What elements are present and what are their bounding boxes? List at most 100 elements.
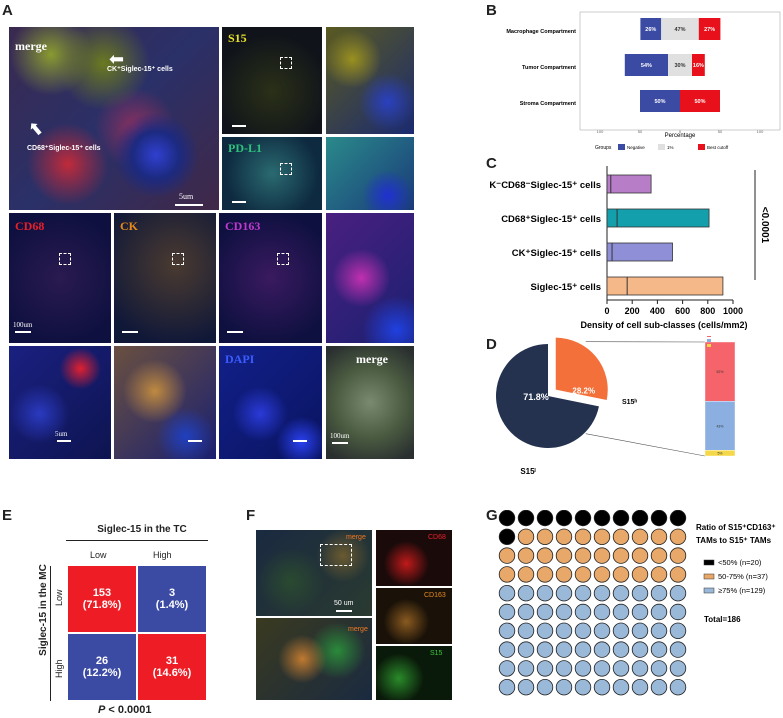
b-bar (624, 54, 668, 76)
g-dot (650, 660, 668, 677)
g-dot (669, 660, 687, 677)
d-legend-swatch (707, 336, 711, 337)
b-legend-swatch (658, 144, 665, 150)
d-connector (585, 433, 706, 457)
b-legend-title: Groups (595, 145, 612, 151)
merge-label: merge (15, 39, 47, 53)
e-pvalue-p: P (98, 704, 106, 716)
d-slice-label: 71.8% (523, 392, 549, 402)
e-cell-pct: (71.8%) (82, 599, 122, 611)
g-dot (593, 678, 611, 696)
c-category-label: CK⁻CD68⁻Siglec-15⁺ cells (490, 180, 601, 191)
e-pvalue-text: < 0.0001 (105, 704, 152, 716)
micro-cd68-zoom: 5um (9, 346, 111, 459)
zoom-box (277, 253, 289, 265)
b-category-label: Tumor Compartment (522, 65, 576, 71)
scale-bar (293, 440, 307, 442)
b-xlabel: Percentage (665, 133, 696, 139)
c-xlabel: Density of cell sub-classes (cells/mm2) (580, 320, 747, 330)
g-dot (517, 510, 535, 527)
g-dot (650, 547, 668, 564)
b-legend-swatch (698, 144, 705, 150)
g-legend-label: ≥75% (n=129) (718, 586, 766, 595)
arrow-icon: ⬆ (24, 116, 49, 142)
s15-label: S15 (228, 31, 247, 45)
d-legend-swatch (707, 344, 711, 347)
b-bar-label: 54% (641, 63, 652, 69)
f-merge-large: merge 50 um (256, 530, 372, 616)
g-dot (536, 547, 554, 564)
d-pie-slice (555, 337, 608, 401)
g-dot (536, 510, 554, 527)
g-dot (536, 641, 554, 658)
f-s15-label: S15 (430, 650, 443, 657)
ck-label: CK (120, 219, 138, 233)
c-tick-label: 400 (650, 306, 665, 316)
c-tick-label: 200 (625, 306, 640, 316)
e-row-rule (50, 566, 51, 701)
g-total: Total=186 (704, 615, 741, 624)
g-dot (612, 528, 630, 546)
micro-cd163: CD163 (219, 213, 322, 343)
g-dot (536, 566, 554, 583)
g-dot (650, 622, 668, 640)
e-cell-count: 31 (165, 655, 179, 667)
c-tick-label: 800 (700, 306, 715, 316)
g-dot (612, 547, 630, 564)
b-bar (640, 18, 662, 40)
c-tick-label: 0 (604, 306, 609, 316)
e-cell: 3 (1.4%) (138, 566, 206, 632)
g-dot (631, 603, 649, 621)
e-cell: 26 (12.2%) (68, 634, 136, 700)
g-dot (612, 510, 630, 527)
d-stack-segment (704, 341, 736, 402)
b-tick-label: 100 (597, 129, 604, 134)
scale-bar (175, 204, 203, 206)
g-dot (498, 678, 516, 696)
e-row-title: Siglec-15 in the MC (38, 564, 49, 656)
panel-label-g: G (486, 507, 498, 524)
e-col-low: Low (90, 550, 107, 560)
f-merge2-label: merge (348, 626, 368, 633)
scale-label: 100um (330, 432, 350, 440)
chart-g: Ratio of S15⁺CD163⁺ TAMs to S15⁺ TAMs <5… (498, 510, 776, 696)
arrow-icon: ⬅ (109, 49, 125, 69)
g-dot (574, 660, 592, 677)
chart-d: 71.8% 28.2% S15ˡ S15ʰ 52% 43% 5% (496, 336, 736, 476)
zoom-box (59, 253, 71, 265)
scale-bar (336, 610, 352, 612)
b-bar (692, 54, 705, 76)
g-dot (593, 660, 611, 677)
g-dot (555, 641, 573, 658)
g-dot (669, 528, 687, 546)
e-row-low: Low (54, 589, 64, 606)
e-cell-pct: (12.2%) (82, 667, 122, 679)
g-dot (574, 641, 592, 658)
g-legend-swatch (703, 587, 715, 594)
f-cd163-label: CD163 (424, 592, 446, 599)
d-group-label: S15ʰ (622, 399, 637, 406)
c-bar (606, 242, 673, 262)
g-dot (517, 678, 535, 696)
d-pie-slice (496, 344, 599, 448)
e-cell-count: 26 (95, 655, 109, 667)
micro-s15: S15 (222, 27, 322, 134)
micro-merge-large: merge ⬅ CK⁺Siglec-15⁺ cells ⬆ CD68⁺Sigle… (9, 27, 219, 210)
g-dot (631, 510, 649, 527)
panel-e: Siglec-15 in the TC Low High Siglec-15 i… (0, 510, 240, 718)
g-dot (574, 584, 592, 602)
panel-label-a: A (2, 2, 13, 19)
g-dot (517, 660, 535, 677)
g-dot (517, 641, 535, 658)
g-dot (517, 584, 535, 602)
f-merge-label: merge (346, 534, 366, 541)
c-category-label: CK⁺Siglec-15⁺ cells (512, 248, 601, 259)
zoom-box (280, 57, 292, 69)
g-dot (574, 678, 592, 696)
b-bar (668, 54, 692, 76)
g-dot (631, 641, 649, 658)
scale-bar (227, 331, 243, 333)
g-dot (593, 622, 611, 640)
g-dot (612, 603, 630, 621)
zoom-box (172, 253, 184, 265)
